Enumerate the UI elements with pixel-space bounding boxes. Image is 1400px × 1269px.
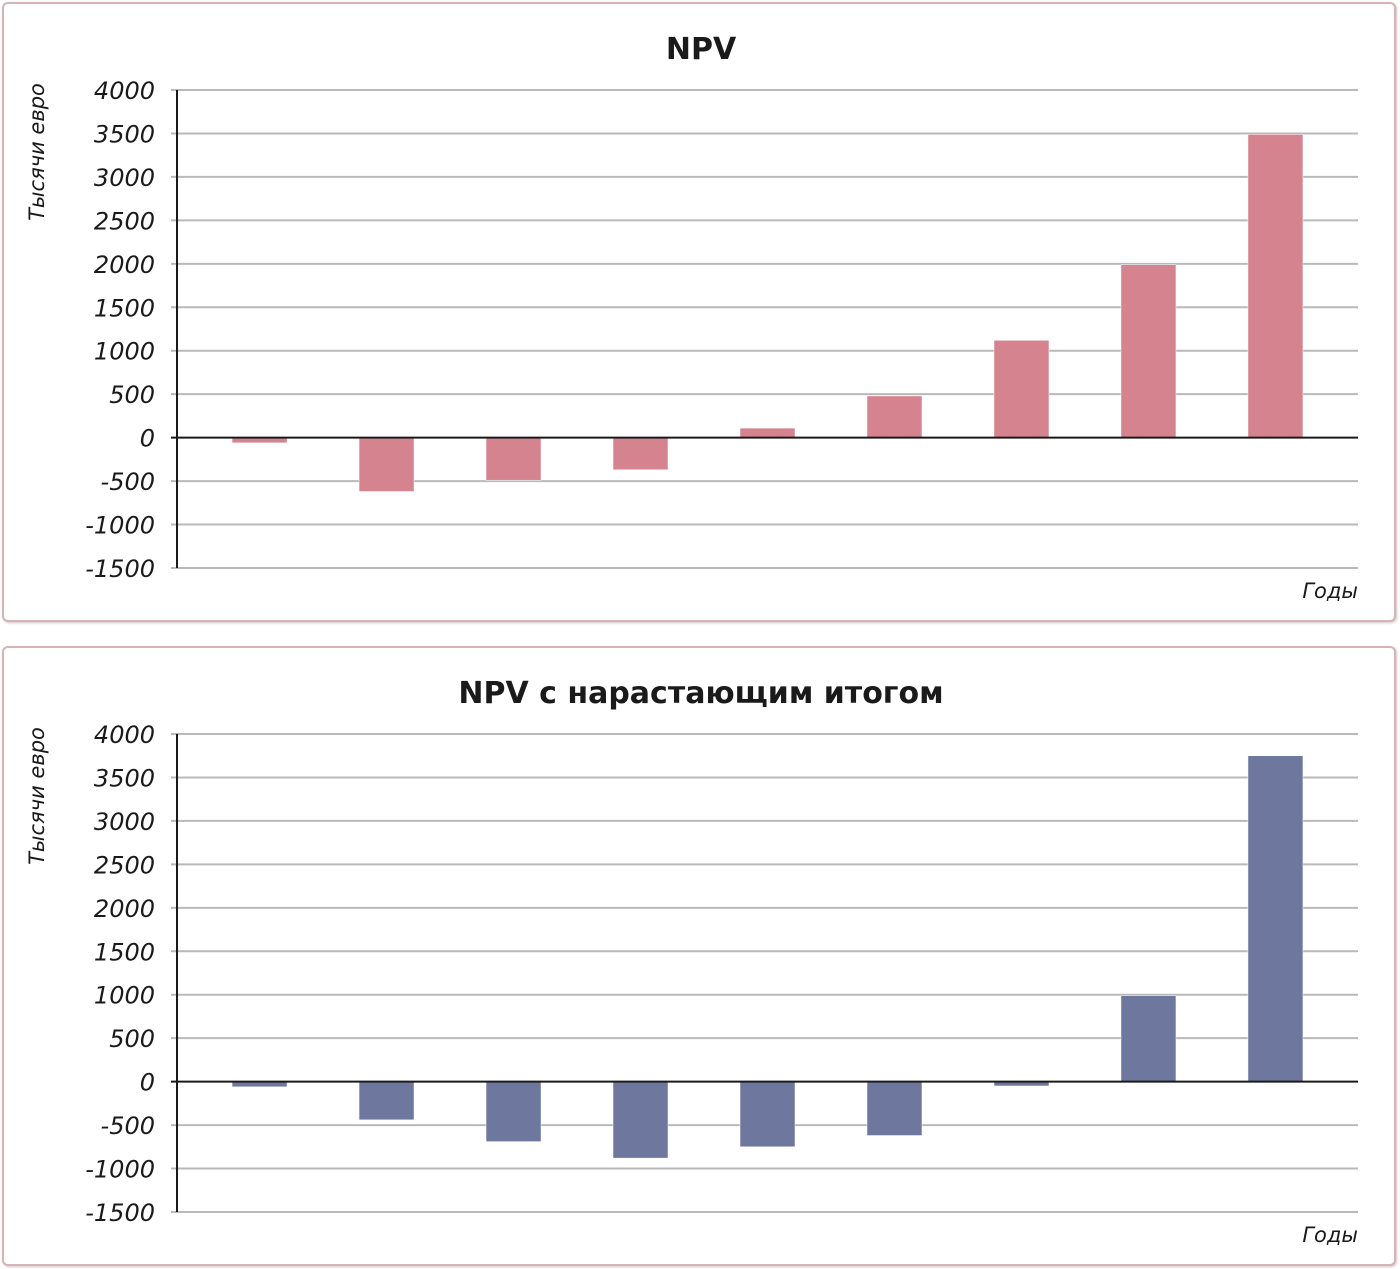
bar: [739, 427, 796, 438]
y-tick-label: 2000: [94, 251, 155, 279]
y-tick-label: 4000: [94, 77, 155, 105]
bar: [612, 1081, 669, 1159]
x-axis-label: Годы: [1302, 579, 1358, 603]
y-tick-label: 3500: [94, 120, 155, 148]
bar: [1247, 755, 1304, 1082]
y-tick-label: 500: [109, 381, 155, 409]
y-tick-label: 0: [140, 425, 155, 453]
chart-npv: 4000 3500 3000 2500 2000 1500 1000 500 0 -500 -100…: [25, 32, 1358, 603]
y-tick-label: 4000: [94, 721, 155, 749]
y-tick-label: 2500: [94, 207, 155, 235]
y-tick-label: -1000: [85, 512, 155, 540]
bar: [1120, 995, 1177, 1082]
y-tick-label: 1000: [94, 982, 155, 1010]
y-axis-label: Тысячи евро: [25, 83, 49, 221]
bar: [1247, 134, 1304, 438]
y-tick-label: 1500: [94, 294, 155, 322]
chart-npv-cumulative: 4000 3500 3000 2500 2000 1500 1000 500 0 -500 -100…: [25, 676, 1358, 1247]
y-tick-label: 500: [109, 1025, 155, 1053]
y-tick-label: -1500: [85, 1199, 155, 1227]
y-tick-label: 1000: [94, 338, 155, 366]
y-tick-label: 2000: [94, 895, 155, 923]
bar: [358, 437, 415, 492]
y-tick-label: 3000: [94, 164, 155, 192]
bar: [612, 437, 669, 471]
bar: [739, 1081, 796, 1148]
y-tick-label: -1000: [85, 1156, 155, 1184]
bar: [485, 437, 542, 481]
y-tick-label: 3000: [94, 808, 155, 836]
bar: [1120, 264, 1177, 438]
chart-title: NPV с нарастающим итогом: [458, 676, 943, 711]
bar: [866, 1081, 923, 1136]
y-tick-label: -500: [101, 468, 155, 496]
chart-title: NPV: [666, 32, 737, 67]
y-tick-label: -1500: [85, 555, 155, 583]
chart-panel-npv: 4000 3500 3000 2500 2000 1500 1000 500 0 -500 -100…: [2, 2, 1396, 622]
y-tick-label: 1500: [94, 938, 155, 966]
bar: [485, 1081, 542, 1142]
bar: [866, 395, 923, 438]
bar: [993, 340, 1050, 438]
chart-panel-npv-cumulative: 4000 3500 3000 2500 2000 1500 1000 500 0 -500 -100…: [2, 646, 1396, 1266]
y-tick-label: 2500: [94, 851, 155, 879]
y-axis-label: Тысячи евро: [25, 727, 49, 865]
x-axis-label: Годы: [1302, 1223, 1358, 1247]
y-tick-label: -500: [101, 1112, 155, 1140]
bar: [358, 1081, 415, 1121]
y-tick-label: 0: [140, 1069, 155, 1097]
y-tick-label: 3500: [94, 764, 155, 792]
